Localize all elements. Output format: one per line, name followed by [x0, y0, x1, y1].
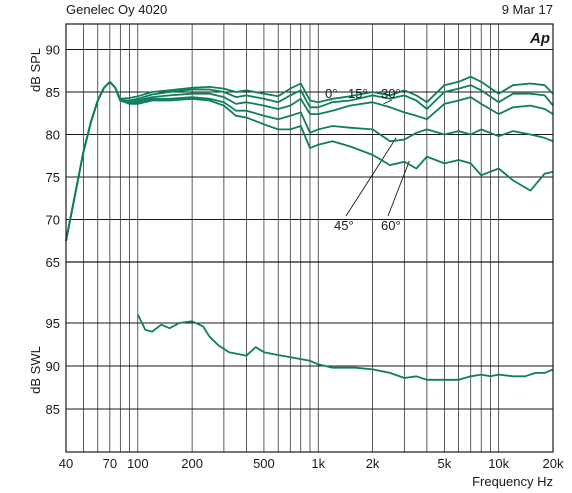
swl-axis-label: dB SWL	[28, 346, 43, 394]
spl-series-1	[65, 80, 554, 241]
header-right: 9 Mar 17	[502, 2, 553, 17]
x-tick: 200	[181, 456, 203, 471]
y-tick-spl: 65	[46, 255, 60, 270]
x-tick: 100	[127, 456, 149, 471]
y-tick-swl: 85	[46, 402, 60, 417]
y-tick-swl: 90	[46, 359, 60, 374]
annotation-leader-4	[387, 160, 410, 217]
x-tick: 70	[103, 456, 117, 471]
x-tick: 5k	[437, 456, 451, 471]
series-layer	[65, 75, 554, 381]
y-tick-spl: 85	[46, 85, 60, 100]
x-tick: 40	[59, 456, 73, 471]
x-tick: 1k	[311, 456, 325, 471]
annotation-15deg: 15°	[348, 86, 368, 101]
spl-axis-label: dB SPL	[28, 48, 43, 92]
annotation-leader-3	[345, 137, 397, 217]
tick-labels: 70 75 80 85 90 65 85 90 95 40 70 100 200 500 1k 2k 5k 10k…	[46, 43, 564, 472]
annotation-0deg: 0°	[325, 86, 337, 101]
header-left: Genelec Oy 4020	[66, 2, 167, 17]
spl-series-4	[65, 80, 554, 241]
x-axis-label: Frequency Hz	[472, 474, 553, 489]
plot-frame	[65, 23, 554, 453]
y-tick-spl: 90	[46, 43, 60, 58]
x-tick: 20k	[543, 456, 564, 471]
annotation-leader-2	[383, 99, 393, 105]
y-tick-spl: 75	[46, 170, 60, 185]
x-tick: 500	[253, 456, 275, 471]
annotation-45deg: 45°	[334, 218, 354, 233]
x-tick: 10k	[488, 456, 509, 471]
grid-layer	[66, 23, 553, 452]
y-tick-spl: 70	[46, 213, 60, 228]
swl-series-0	[136, 314, 554, 381]
y-tick-spl: 80	[46, 128, 60, 143]
angle-annotations	[329, 96, 410, 217]
annotation-30deg: 30°	[381, 86, 401, 101]
ap-logo: Ap	[529, 30, 550, 47]
x-tick: 2k	[366, 456, 380, 471]
annotation-60deg: 60°	[381, 218, 401, 233]
y-tick-swl: 95	[46, 316, 60, 331]
